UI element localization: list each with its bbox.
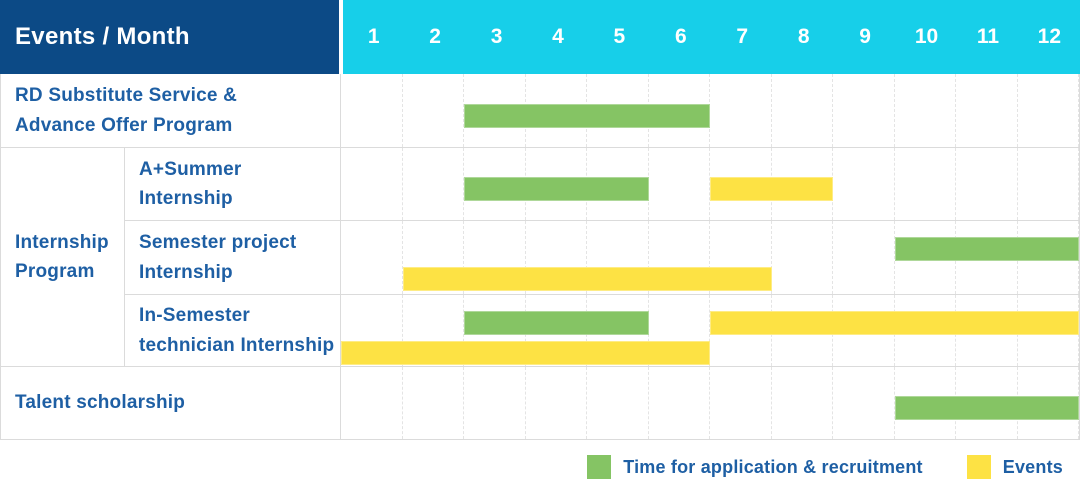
month-cell	[833, 221, 895, 294]
month-cell	[403, 367, 464, 439]
row-label-text: A+Summer Internship	[139, 158, 242, 209]
row-label-talent-scholarship: Talent scholarship	[1, 367, 340, 440]
row-label-text: Semester project Internship	[139, 232, 297, 283]
month-cell	[587, 367, 649, 439]
row-label-semester-project: Semester project Internship	[125, 221, 340, 295]
gantt-bar-green	[464, 177, 649, 201]
legend: Time for application & recruitment Event…	[0, 440, 1080, 494]
header-gap	[339, 0, 343, 74]
green-swatch-icon	[587, 455, 612, 479]
gantt-chart-area	[341, 74, 1079, 440]
gantt-bar-green	[894, 396, 1079, 420]
group-label-cell: Internship Program	[1, 148, 125, 366]
gantt-bar-green	[464, 311, 649, 335]
month-cell	[710, 367, 772, 439]
month-cell	[895, 74, 956, 147]
month-header-strip: 1 2 3 4 5 6 7 8 9 10 11 12	[343, 0, 1080, 74]
month-cell	[1018, 148, 1079, 220]
row-label-rd-program: RD Substitute Service & Advance Offer Pr…	[1, 74, 340, 148]
month-cell	[403, 221, 464, 294]
month-label: 9	[859, 25, 871, 48]
corner-title: Events / Month	[15, 23, 190, 50]
month-cell	[710, 221, 772, 294]
month-cell	[1018, 74, 1079, 147]
month-cell	[649, 367, 710, 439]
month-label: 7	[736, 25, 749, 48]
month-cell	[710, 74, 772, 147]
month-cell	[341, 367, 403, 439]
month-cell	[587, 221, 649, 294]
gantt-bar-yellow	[341, 341, 710, 365]
legend-label: Events	[1002, 456, 1063, 477]
gantt-bar-green	[464, 103, 710, 128]
legend-item-application: Time for application & recruitment	[587, 455, 923, 479]
month-label: 4	[552, 25, 564, 48]
month-label: 6	[674, 25, 687, 48]
month-cell	[956, 148, 1018, 220]
month-label: 1	[367, 25, 380, 48]
chart-row-2	[341, 148, 1079, 221]
gantt-bar-yellow	[710, 177, 833, 201]
row-label-text: RD Substitute Service & Advance Offer Pr…	[15, 85, 238, 136]
row-label-text: In-Semester technician Internship	[139, 305, 335, 356]
month-label: 5	[613, 25, 626, 48]
month-cell	[895, 148, 956, 220]
month-cell	[464, 367, 526, 439]
gantt-bar-green	[894, 237, 1079, 261]
table-header: Events / Month 1 2 3 4 5 6 7 8 9 10 11 12	[0, 0, 1080, 74]
month-label: 11	[976, 25, 1000, 48]
chart-row-4	[341, 295, 1079, 367]
gantt-bar-yellow	[402, 267, 772, 291]
month-cell	[341, 221, 403, 294]
group-label-text: Internship Program	[15, 231, 109, 282]
legend-item-events: Events	[966, 455, 1063, 479]
yellow-swatch-icon	[966, 455, 991, 479]
month-cell	[403, 295, 464, 366]
month-label: 2	[429, 25, 441, 48]
month-label: 10	[914, 25, 939, 48]
month-cell	[341, 148, 403, 220]
row-label-a-plus-summer: A+Summer Internship	[125, 148, 340, 221]
month-cell	[649, 295, 710, 366]
month-cell	[833, 148, 895, 220]
month-cell	[403, 74, 464, 147]
table-body: RD Substitute Service & Advance Offer Pr…	[0, 74, 1080, 440]
month-cell	[772, 221, 833, 294]
month-cell	[772, 74, 833, 147]
month-cell	[341, 295, 403, 366]
month-cell	[772, 367, 833, 439]
month-cell	[649, 148, 710, 220]
legend-label: Time for application & recruitment	[623, 456, 923, 477]
month-cell	[956, 74, 1018, 147]
month-cell	[649, 221, 710, 294]
chart-row-3	[341, 221, 1079, 295]
row-label-column: RD Substitute Service & Advance Offer Pr…	[1, 74, 341, 440]
row-label-text: Talent scholarship	[15, 392, 186, 414]
corner-header-cell: Events / Month	[0, 0, 339, 74]
month-cell	[833, 367, 895, 439]
chart-row-5	[341, 367, 1079, 440]
month-label: 3	[490, 25, 503, 48]
month-cell	[833, 74, 895, 147]
month-cell	[464, 221, 526, 294]
month-label: 12	[1037, 25, 1062, 48]
chart-row-1	[341, 74, 1079, 148]
month-cell	[403, 148, 464, 220]
gantt-bar-yellow	[710, 311, 1079, 335]
month-cell	[341, 74, 403, 147]
row-label-in-semester-technician: In-Semester technician Internship	[125, 295, 340, 366]
month-cell	[526, 367, 587, 439]
month-label: 8	[797, 25, 810, 48]
internship-program-group: Internship Program A+Summer Internship S…	[1, 148, 340, 367]
month-cell	[526, 221, 587, 294]
group-subrows: A+Summer Internship Semester project Int…	[125, 148, 340, 366]
